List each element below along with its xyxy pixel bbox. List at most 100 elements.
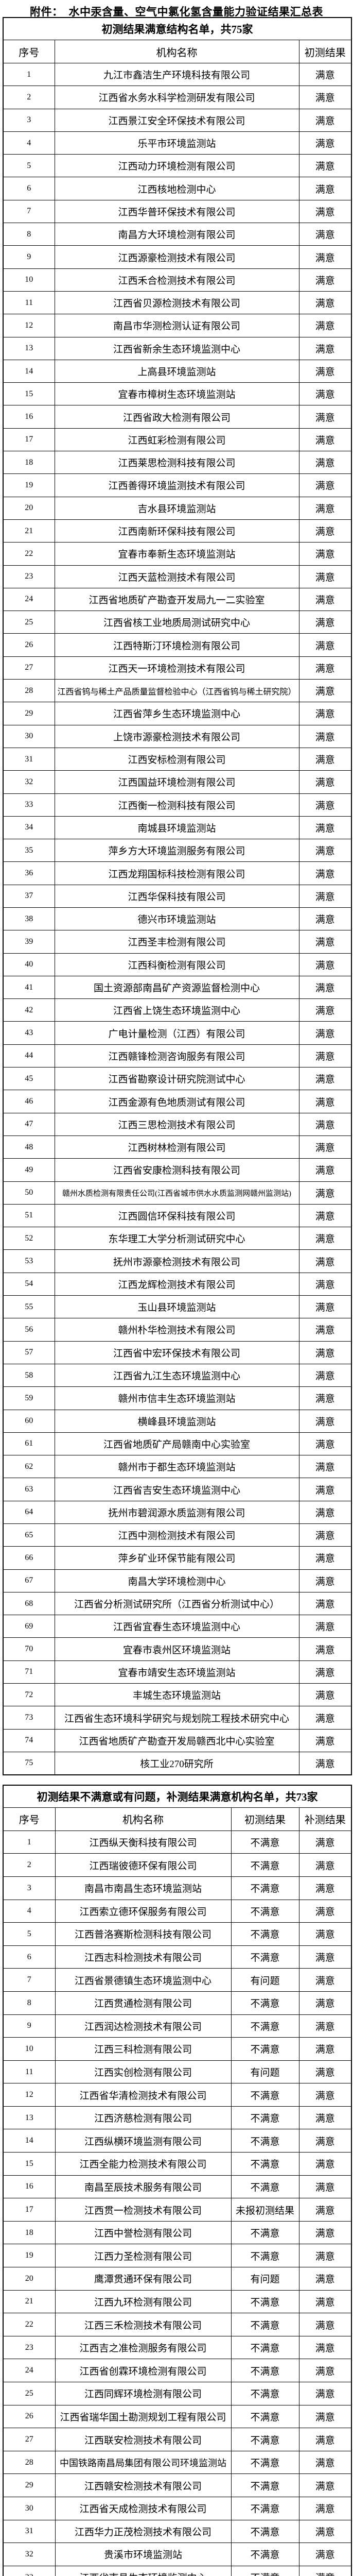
row-number-cell: 56	[3, 1318, 55, 1342]
initial-result-cell: 满意	[298, 382, 352, 406]
initial-result-cell: 不满意	[231, 2473, 299, 2497]
initial-result-cell: 不满意	[231, 1991, 299, 2015]
initial-result-cell: 满意	[298, 907, 352, 931]
initial-result-cell: 满意	[298, 1067, 352, 1091]
retest-result-cell: 满意	[298, 2473, 352, 2497]
row-number-cell: 75	[3, 1751, 55, 1775]
institution-name-cell: 江西树林检测有限公司	[54, 1135, 299, 1159]
initial-result-cell: 满意	[298, 930, 352, 954]
row-number-cell: 14	[3, 359, 55, 383]
table-row: 75 核工业270研究所 满意	[3, 1751, 352, 1775]
row-number-cell: 50	[3, 1181, 55, 1205]
row-number-cell: 63	[3, 1478, 55, 1501]
row-number-cell: 6	[3, 1945, 56, 1969]
table-row: 19 江西善得环境监测技术有限公司 满意	[3, 473, 352, 497]
initial-result-cell: 满意	[298, 747, 352, 771]
table-row: 14 江西纵横环境监测有限公司 不满意 满意	[3, 2129, 352, 2153]
institution-name-cell: 江西省贝源检测技术有限公司	[54, 291, 299, 315]
initial-result-cell: 满意	[298, 314, 352, 337]
initial-result-cell: 满意	[298, 656, 352, 680]
row-number-cell: 13	[3, 336, 55, 360]
initial-result-cell: 满意	[298, 998, 352, 1022]
initial-result-cell: 满意	[298, 1295, 352, 1319]
row-number-cell: 33	[3, 2565, 56, 2576]
initial-result-cell: 满意	[298, 1637, 352, 1661]
row-number-cell: 7	[3, 199, 55, 224]
retest-result-cell: 满意	[298, 1991, 352, 2015]
row-number-cell: 74	[3, 1728, 55, 1752]
table-row: 5 江西普洛赛斯检测科技有限公司 不满意 满意	[3, 1922, 352, 1946]
table-row: 64 抚州市碧润源水质监测有限公司 满意	[3, 1500, 352, 1524]
retest-result-cell: 满意	[298, 2267, 352, 2291]
institution-name-cell: 江西源豪检测技术有限公司	[54, 245, 299, 269]
retest-result-cell: 满意	[298, 2519, 352, 2544]
table-row: 4 江西索立德环保服务有限公司 不满意 满意	[3, 1899, 352, 1923]
table-row: 25 江西同辉环境检测有限公司 不满意 满意	[3, 2382, 352, 2405]
table-row: 27 江西天一环境检测技术有限公司 满意	[3, 656, 352, 680]
initial-result-cell: 满意	[298, 519, 352, 543]
table-row: 2 江西瑞彼德环保有限公司 不满意 满意	[3, 1853, 352, 1877]
institution-name-cell: 南昌大学环境检测中心	[54, 1569, 299, 1592]
row-number-cell: 35	[3, 839, 55, 862]
retest-result-cell: 满意	[298, 2152, 352, 2176]
table-row: 22 江西三禾检测技术有限公司 不满意 满意	[3, 2313, 352, 2336]
institution-name-cell: 江西省分析测试研究所（江西省分析测试中心）	[54, 1591, 299, 1616]
table-row: 27 江西联安检测技术有限公司 不满意 满意	[3, 2428, 352, 2451]
row-number-cell: 49	[3, 1158, 55, 1182]
row-number-cell: 25	[3, 611, 55, 634]
table-row: 19 江西力圣检测有限公司 不满意 满意	[3, 2244, 352, 2268]
table-row: 43 广电计量检测（江西）有限公司 满意	[3, 1021, 352, 1045]
row-number-cell: 33	[3, 793, 55, 817]
table-row: 63 江西省吉安生态环境监测中心 满意	[3, 1478, 352, 1501]
institution-name-cell: 江西圆信环保科技有限公司	[54, 1204, 299, 1228]
row-number-cell: 10	[3, 268, 55, 292]
institution-name-cell: 鹰潭贯通环保有限公司	[55, 2267, 232, 2291]
row-number-cell: 41	[3, 975, 55, 999]
retest-result-cell: 满意	[298, 2060, 352, 2084]
row-number-cell: 22	[3, 2313, 56, 2336]
row-number-cell: 14	[3, 2129, 56, 2153]
table-row: 69 江西省宜春生态环境监测中心 满意	[3, 1615, 352, 1638]
table-row: 35 萍乡方大环境监测服务有限公司 满意	[3, 839, 352, 862]
table-row: 68 江西省分析测试研究所（江西省分析测试中心） 满意	[3, 1591, 352, 1616]
page-title: 附件： 水中汞含量、空气中氯化氢含量能力验证结果汇总表	[30, 6, 323, 18]
initial-result-cell: 满意	[298, 702, 352, 725]
initial-result-cell: 满意	[298, 154, 352, 178]
institution-name-cell: 江西龙辉检测技术有限公司	[54, 1272, 299, 1296]
table-row: 2 江西省水务水科学检测研发有限公司 满意	[3, 86, 352, 109]
row-number-cell: 5	[3, 154, 55, 178]
institution-name-cell: 宜春市樟树生态环境监测站	[54, 382, 299, 406]
institution-name-cell: 江西三禾检测技术有限公司	[55, 2313, 232, 2336]
institution-name-cell: 江西中测检测技术有限公司	[54, 1523, 299, 1547]
table-row: 30 上饶市源豪检测技术有限公司 满意	[3, 724, 352, 748]
institution-name-cell: 德兴市环境监测站	[54, 907, 299, 931]
institution-name-cell: 江西力圣检测有限公司	[55, 2244, 232, 2268]
initial-result-cell: 不满意	[231, 2106, 299, 2130]
initial-result-cell: 满意	[298, 1432, 352, 1456]
initial-result-cell: 满意	[298, 1660, 352, 1684]
institution-name-cell: 南昌至辰技术服务有限公司	[55, 2175, 232, 2199]
institution-name-cell: 江西天一环境检测技术有限公司	[54, 656, 299, 680]
initial-result-cell: 满意	[298, 1386, 352, 1410]
institution-name-cell: 江西济慈检测有限公司	[55, 2106, 232, 2130]
initial-result-cell: 满意	[298, 587, 352, 612]
initial-result-cell: 不满意	[231, 1830, 299, 1854]
row-number-cell: 47	[3, 1112, 55, 1136]
table-row: 40 江西科衡检测有限公司 满意	[3, 953, 352, 976]
table-row: 44 江西赣锋检测咨询服务有限公司 满意	[3, 1044, 352, 1068]
institution-name-cell: 江西省新余生态环境监测中心	[54, 336, 299, 360]
table-row: 11 江西省贝源检测技术有限公司 满意	[3, 291, 352, 315]
institution-name-cell: 江西安标检测有限公司	[54, 747, 299, 771]
row-number-cell: 11	[3, 2060, 56, 2084]
retest-result-cell: 满意	[298, 1830, 352, 1854]
institution-name-cell: 江西省安康检测科技有限公司	[54, 1158, 299, 1182]
row-number-cell: 4	[3, 1899, 56, 1923]
table-row: 30 江西省天成检测技术有限公司 不满意 满意	[3, 2496, 352, 2520]
initial-result-cell: 满意	[298, 108, 352, 132]
initial-result-cell: 有问题	[231, 2267, 299, 2291]
table-row: 46 江西金源有色地质测试有限公司 满意	[3, 1090, 352, 1113]
institution-name-cell: 江西省地质矿产勘查开发局赣西北中心实验室	[54, 1728, 299, 1752]
institution-name-cell: 赣州朴华检测技术有限公司	[54, 1318, 299, 1342]
retest-result-cell: 满意	[298, 1968, 352, 1992]
initial-result-cell: 不满意	[231, 2313, 299, 2336]
